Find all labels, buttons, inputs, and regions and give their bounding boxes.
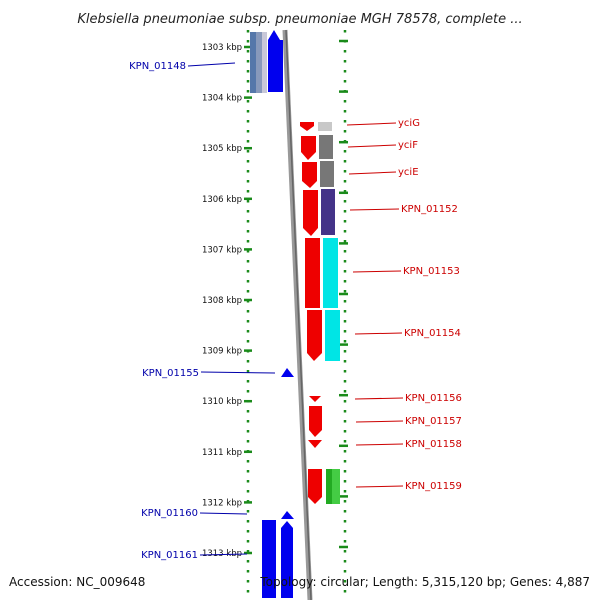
gene-label-kpn-01161[interactable]: KPN_01161 <box>141 550 198 561</box>
genome-backbone-inner <box>285 29 312 600</box>
gene-arrow-kpn-01153[interactable] <box>305 238 320 308</box>
gene-block-kpn-01154[interactable] <box>325 310 340 361</box>
scale-tick-label: 1303 kbp <box>202 43 242 53</box>
gene-label-ycig[interactable]: yciG <box>398 118 420 129</box>
leader-kpn-01155 <box>200 371 276 374</box>
scale-tick-label: 1305 kbp <box>202 144 242 154</box>
gene-arrow-kpn-01157[interactable] <box>309 406 322 437</box>
gene-arrow-ycie[interactable] <box>302 162 317 188</box>
scale-tick-label: 1309 kbp <box>202 347 242 357</box>
leader-kpn-01157 <box>355 420 404 423</box>
gene-block-kpn-01153[interactable] <box>323 238 338 308</box>
leader-kpn-01161 <box>199 553 248 556</box>
gene-arrow-kpn-01159[interactable] <box>308 469 322 504</box>
gene-label-kpn-01153[interactable]: KPN_01153 <box>403 266 460 277</box>
gene-label-kpn-01154[interactable]: KPN_01154 <box>404 328 461 339</box>
scale-tick-label: 1312 kbp <box>202 498 242 508</box>
leader-kpn-01156 <box>354 397 404 400</box>
kbp-scale: 1303 kbp 1304 kbp 1305 kbp 1306 kbp 1307 kbp… <box>202 39 348 559</box>
scale-tick-label: 1307 kbp <box>202 245 242 255</box>
accession-text: Accession: NC_009648 <box>9 575 145 589</box>
leader-kpn-01160 <box>199 512 248 515</box>
gene-arrow-kpn-01160[interactable] <box>281 511 294 519</box>
gene-arrow-kpn-01161-b[interactable] <box>281 521 293 598</box>
gene-arrow-kpn-01158[interactable] <box>308 440 322 448</box>
leader-kpn-01158 <box>355 443 404 446</box>
gene-block-kpn-01152[interactable] <box>321 189 335 235</box>
scale-tick-label: 1313 kbp <box>202 549 242 559</box>
leader-kpn-01148 <box>187 62 236 67</box>
scale-tick-label: 1310 kbp <box>202 397 242 407</box>
gene-label-kpn-01156[interactable]: KPN_01156 <box>405 393 462 404</box>
gene-block-kpn-01148-a[interactable] <box>250 32 256 93</box>
gene-arrow-ycif[interactable] <box>301 136 316 160</box>
left-gene-labels: KPN_01148 KPN_01155 KPN_01160 KPN_01161 <box>129 61 276 561</box>
left-gene-blocks <box>250 30 294 598</box>
gene-arrow-kpn-01156[interactable] <box>309 396 321 402</box>
leader-ycie <box>348 171 397 175</box>
gene-block-kpn-01148-b[interactable] <box>256 32 262 93</box>
gene-label-kpn-01159[interactable]: KPN_01159 <box>405 481 462 492</box>
gene-label-ycif[interactable]: yciF <box>398 140 418 151</box>
gene-arrow-kpn-01155[interactable] <box>281 368 294 377</box>
gene-label-kpn-01155[interactable]: KPN_01155 <box>142 368 199 379</box>
gene-label-ycie[interactable]: yciE <box>398 167 419 178</box>
gene-label-kpn-01148[interactable]: KPN_01148 <box>129 61 186 72</box>
map-title: Klebsiella pneumoniae subsp. pneumoniae … <box>77 12 522 27</box>
genome-backbone <box>282 29 313 600</box>
gene-block-ycig[interactable] <box>318 122 332 131</box>
scale-tick-label: 1311 kbp <box>202 448 242 458</box>
gene-block-ycie[interactable] <box>320 161 334 187</box>
leader-kpn-01154 <box>354 332 403 335</box>
gene-label-kpn-01157[interactable]: KPN_01157 <box>405 416 462 427</box>
leader-ycig <box>346 122 397 126</box>
gene-block-kpn-01159-a[interactable] <box>326 469 332 504</box>
leader-kpn-01153 <box>352 270 402 273</box>
gene-arrow-ycig[interactable] <box>300 122 314 131</box>
scale-tick-label: 1306 kbp <box>202 195 242 205</box>
gene-label-kpn-01152[interactable]: KPN_01152 <box>401 204 458 215</box>
gene-label-kpn-01160[interactable]: KPN_01160 <box>141 508 198 519</box>
leader-kpn-01159 <box>355 485 404 488</box>
gene-block-ycif[interactable] <box>319 135 333 159</box>
scale-tick-label: 1304 kbp <box>202 94 242 104</box>
gene-block-kpn-01159-b[interactable] <box>332 469 340 504</box>
leader-ycif <box>347 144 397 148</box>
scale-tick-label: 1308 kbp <box>202 296 242 306</box>
right-gene-blocks <box>300 122 340 504</box>
right-gene-labels: yciG yciF yciE KPN_01152 KPN_01153 KPN_0… <box>346 118 462 492</box>
topology-text: Topology: circular; Length: 5,315,120 bp… <box>259 575 590 589</box>
gene-block-kpn-01148-c[interactable] <box>262 32 267 93</box>
leader-kpn-01152 <box>349 208 400 211</box>
gene-arrow-kpn-01154[interactable] <box>307 310 322 361</box>
gene-arrow-kpn-01152[interactable] <box>303 190 318 236</box>
gene-label-kpn-01158[interactable]: KPN_01158 <box>405 439 462 450</box>
gene-arrow-kpn-01161-a[interactable] <box>262 520 276 598</box>
gene-arrow-kpn-01148[interactable] <box>268 30 283 92</box>
